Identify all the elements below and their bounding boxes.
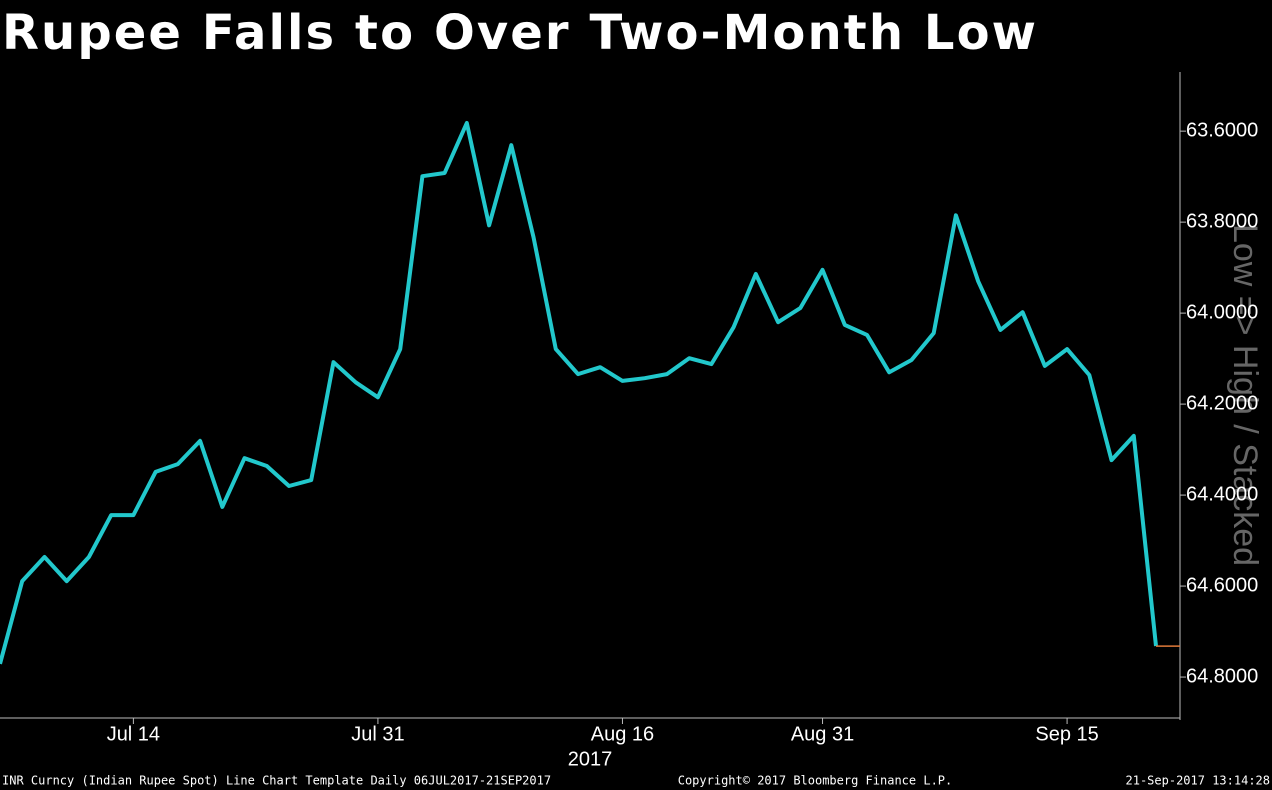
y-tick-label: 64.6000: [1186, 574, 1258, 596]
x-tick-label: Jul 31: [351, 723, 404, 745]
footer-center: Copyright© 2017 Bloomberg Finance L.P.: [678, 774, 953, 788]
y-tick-label: 63.6000: [1186, 119, 1258, 141]
footer-right: 21-Sep-2017 13:14:28: [1126, 774, 1271, 788]
y-tick-label: 64.8000: [1186, 665, 1258, 687]
y-axis-label: Low => High / Stacked: [1226, 224, 1264, 566]
x-tick-label: Jul 14: [107, 723, 160, 745]
line-series: [0, 121, 1158, 665]
y-tick-label: 64.2000: [1186, 392, 1258, 414]
y-tick-label: 64.0000: [1186, 301, 1258, 323]
x-tick-label: Aug 16: [591, 723, 654, 745]
x-tick-label: Sep 15: [1035, 723, 1098, 745]
x-tick-label: Aug 31: [791, 723, 854, 745]
y-tick-label: 63.8000: [1186, 210, 1258, 232]
y-tick-label: 64.4000: [1186, 483, 1258, 505]
footer-left: INR Curncy (Indian Rupee Spot) Line Char…: [2, 774, 551, 788]
chart-title: Rupee Falls to Over Two-Month Low: [2, 5, 1036, 61]
x-year-label: 2017: [568, 748, 613, 770]
